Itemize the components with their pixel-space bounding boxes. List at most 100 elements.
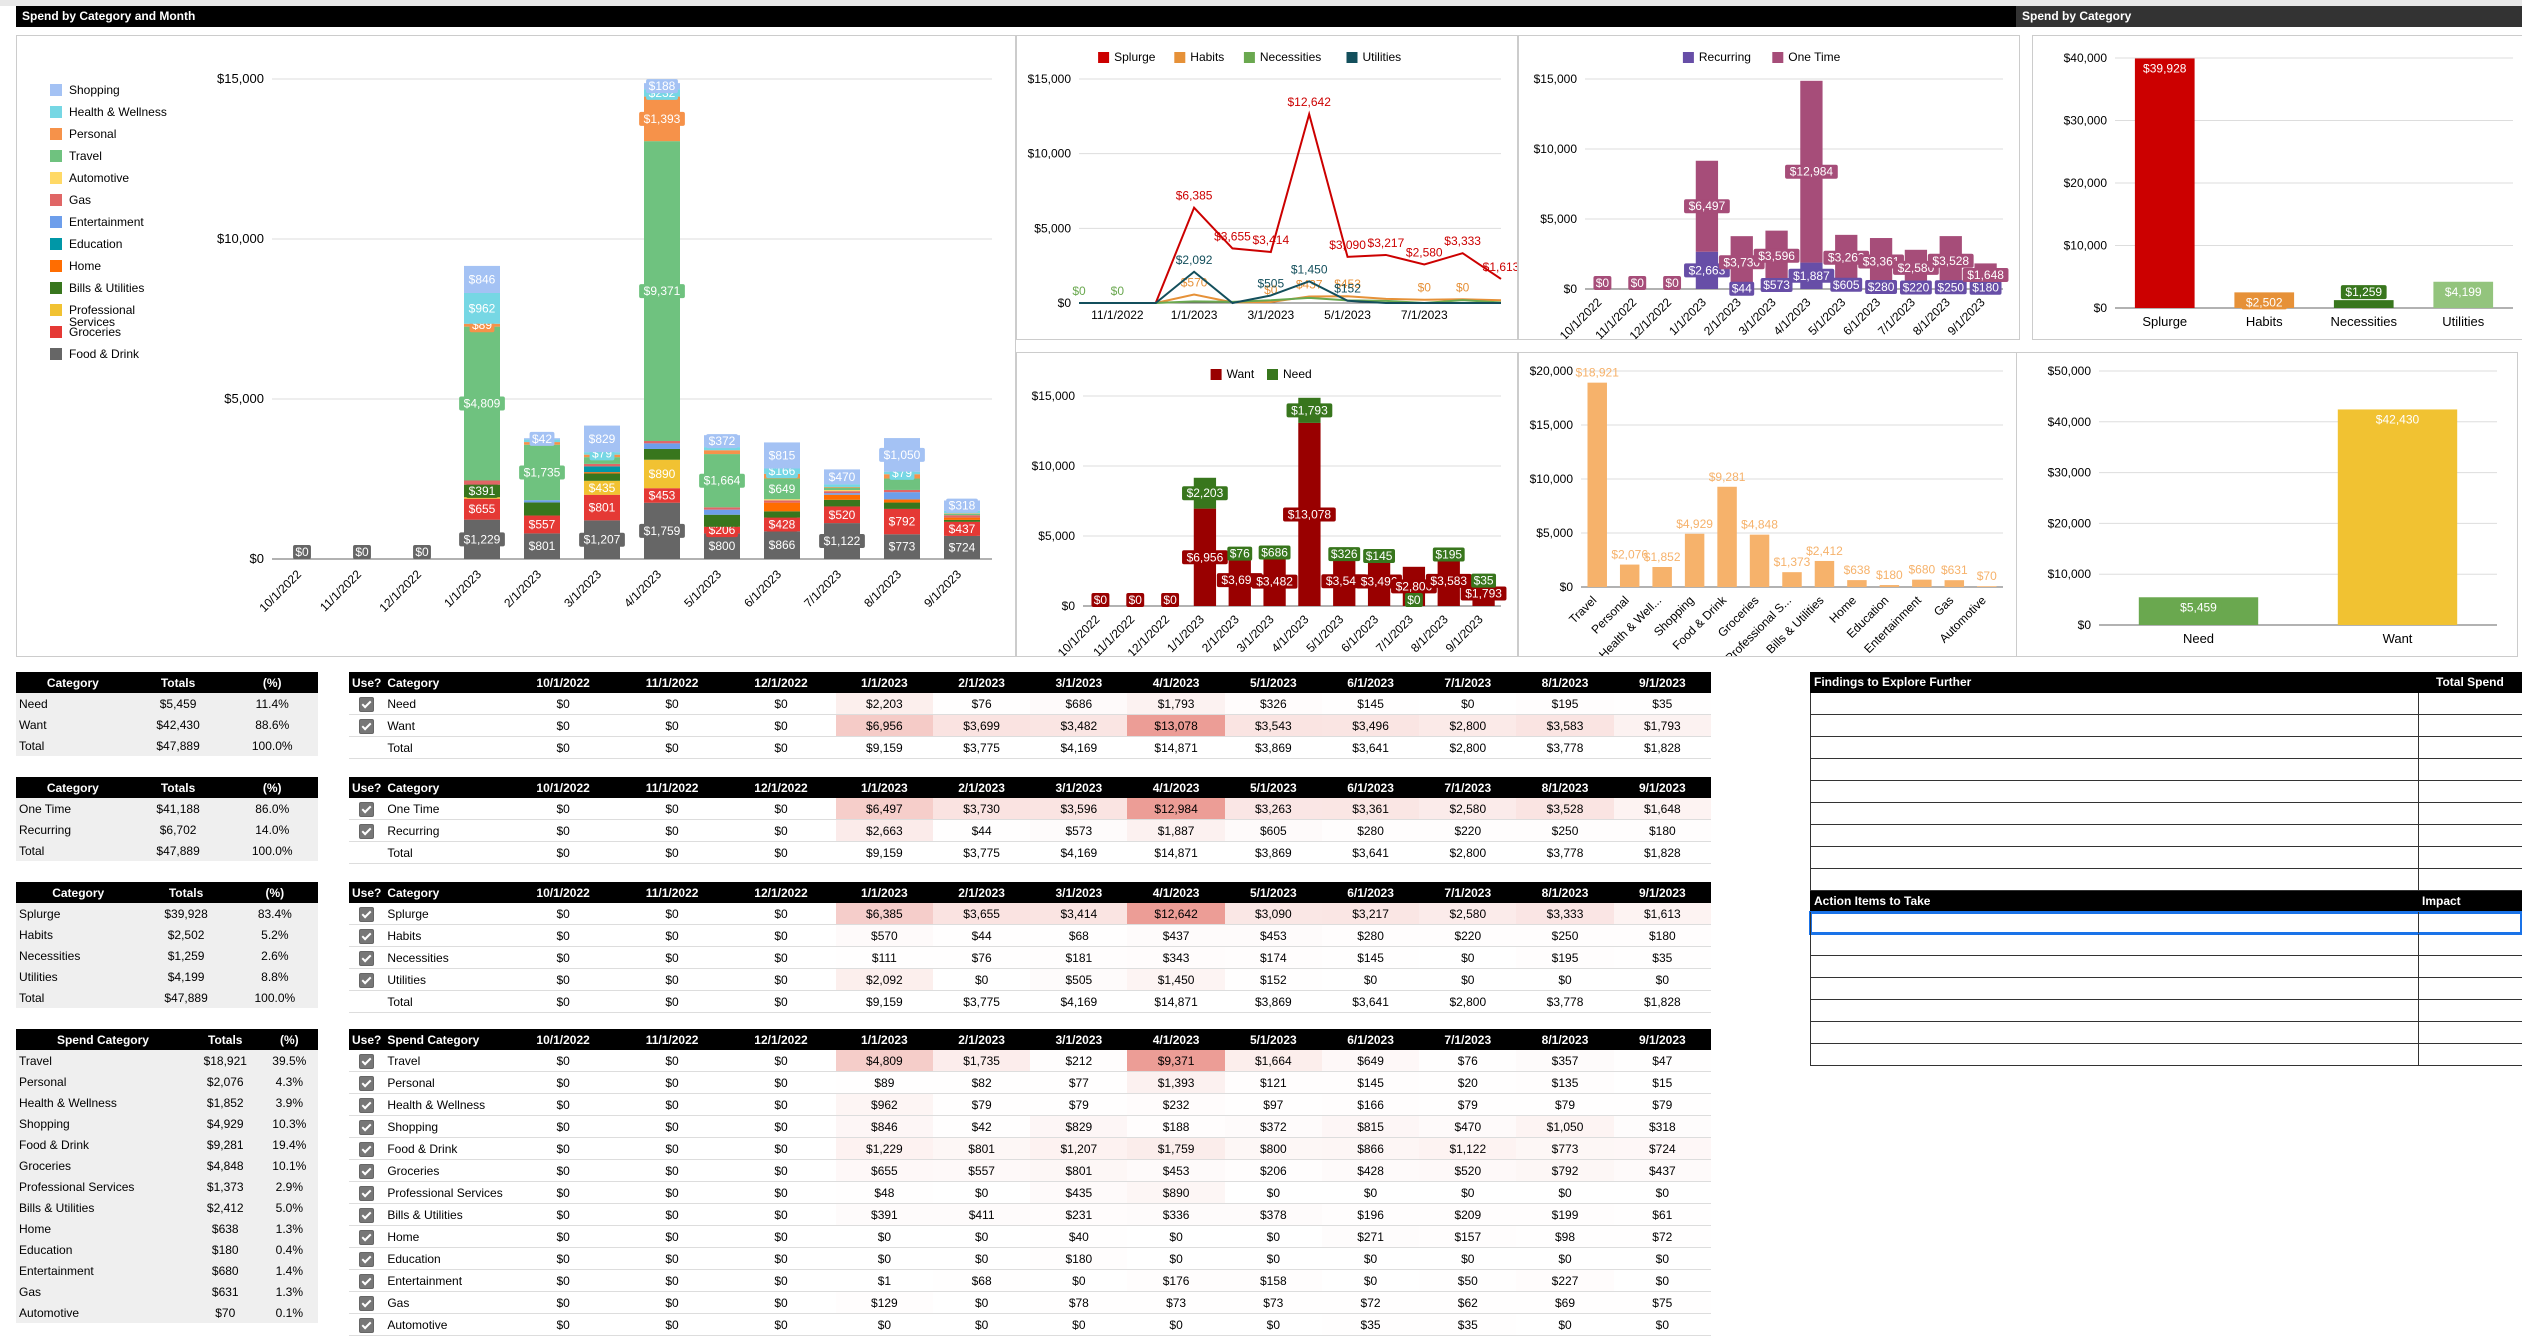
use-checkbox-cell[interactable] (349, 1050, 384, 1072)
total-cell: Total (16, 987, 140, 1008)
bar-segment (824, 493, 860, 495)
note-row[interactable] (1810, 1000, 2522, 1022)
checkbox[interactable] (359, 929, 374, 944)
note-row[interactable] (1810, 693, 2522, 715)
checkbox[interactable] (359, 1076, 374, 1091)
data-label: $391 (469, 484, 496, 498)
note-row[interactable] (1810, 715, 2522, 737)
checkbox[interactable] (359, 719, 374, 734)
checkbox[interactable] (359, 1142, 374, 1157)
use-checkbox-cell[interactable] (349, 820, 384, 842)
note-row[interactable] (1810, 869, 2522, 891)
checkbox[interactable] (359, 1164, 374, 1179)
use-checkbox-cell[interactable] (349, 969, 384, 991)
use-checkbox-cell[interactable] (349, 925, 384, 947)
category-chart-panel[interactable]: $0$5,000$10,000$15,000$20,000$18,921$2,0… (1518, 352, 2020, 657)
checkbox[interactable] (359, 697, 374, 712)
total-cell: $1,828 (1614, 737, 1711, 759)
checkbox[interactable] (359, 824, 374, 839)
use-checkbox-cell[interactable] (349, 1226, 384, 1248)
checkbox[interactable] (359, 973, 374, 988)
table-cell: $232 (1127, 1094, 1224, 1116)
checkbox[interactable] (359, 1208, 374, 1223)
legend-swatch (50, 216, 62, 228)
use-checkbox-cell[interactable] (349, 1270, 384, 1292)
findings-label: Findings to Explore Further (1810, 675, 1971, 689)
table-cell: $12,984 (1127, 798, 1224, 820)
use-checkbox-cell[interactable] (349, 1072, 384, 1094)
use-checkbox-cell[interactable] (349, 1094, 384, 1116)
table-row: Home$0$0$0$0$0$40$0$0$271$157$98$72 (349, 1226, 1711, 1248)
need-want-total-chart-panel[interactable]: $0$10,000$20,000$30,000$40,000$50,000$5,… (2016, 352, 2518, 657)
note-row[interactable] (1810, 847, 2522, 869)
total-cell: $14,871 (1127, 737, 1224, 759)
checkbox[interactable] (359, 1318, 374, 1333)
table-cell: $1,852 (190, 1092, 261, 1113)
table-cell: $0 (618, 925, 726, 947)
use-checkbox-cell[interactable] (349, 1292, 384, 1314)
use-checkbox-cell[interactable] (349, 1116, 384, 1138)
use-checkbox-cell[interactable] (349, 903, 384, 925)
need-want-chart-panel[interactable]: $0$5,000$10,000$15,000$0$0$0$6,956$3,699… (1016, 352, 1518, 657)
use-checkbox-cell[interactable] (349, 1204, 384, 1226)
table-cell: $570 (836, 925, 933, 947)
data-label: $0 (1407, 593, 1421, 607)
note-row[interactable] (1810, 825, 2522, 847)
checkbox[interactable] (359, 802, 374, 817)
note-row[interactable] (1810, 934, 2522, 956)
use-checkbox-cell[interactable] (349, 715, 384, 737)
use-checkbox-cell[interactable] (349, 947, 384, 969)
checkbox[interactable] (359, 1252, 374, 1267)
use-checkbox-cell[interactable] (349, 1248, 384, 1270)
checkbox[interactable] (359, 1120, 374, 1135)
column-header: Category (16, 882, 140, 903)
month-header: 1/1/2023 (836, 1029, 933, 1050)
table-cell: 10.1% (261, 1155, 318, 1176)
y-tick-label: $30,000 (2064, 114, 2108, 128)
use-checkbox-cell[interactable] (349, 1138, 384, 1160)
checkbox[interactable] (359, 1274, 374, 1289)
use-checkbox-cell[interactable] (349, 798, 384, 820)
note-row[interactable] (1810, 912, 2522, 934)
checkbox[interactable] (359, 951, 374, 966)
note-row[interactable] (1810, 1022, 2522, 1044)
total-cell: $0 (618, 991, 726, 1013)
total-cell: $3,641 (1322, 991, 1419, 1013)
note-row[interactable] (1810, 1044, 2522, 1066)
use-checkbox-cell[interactable] (349, 693, 384, 715)
recurring-chart-panel[interactable]: $0$5,000$10,000$15,000$2,663$44$573$1,88… (1518, 35, 2020, 340)
stacked-chart-panel[interactable]: $0$5,000$10,000$15,000$0$0$0$1,229$801$1… (16, 35, 1016, 657)
note-row[interactable] (1810, 781, 2522, 803)
table-cell: $135 (1516, 1072, 1613, 1094)
checkbox[interactable] (359, 1054, 374, 1069)
table-cell: $250 (1516, 925, 1613, 947)
note-row[interactable] (1810, 759, 2522, 781)
data-label: $0 (1596, 276, 1610, 290)
x-tick-label: 5/1/2023 (681, 567, 724, 610)
action-rows[interactable] (1810, 912, 2522, 1066)
use-checkbox-cell[interactable] (349, 1182, 384, 1204)
checkbox[interactable] (359, 1098, 374, 1113)
checkbox[interactable] (359, 907, 374, 922)
table-cell: $220 (1419, 820, 1516, 842)
checkbox[interactable] (359, 1186, 374, 1201)
blank-cell (349, 737, 384, 759)
line-chart-panel[interactable]: $0$5,000$10,000$15,000$6,385$3,655$3,414… (1016, 35, 1518, 340)
month-header: 9/1/2023 (1614, 1029, 1711, 1050)
note-row[interactable] (1810, 737, 2522, 759)
checkbox[interactable] (359, 1230, 374, 1245)
legend-label: Splurge (1114, 50, 1156, 64)
note-row[interactable] (1810, 956, 2522, 978)
use-checkbox-cell[interactable] (349, 1160, 384, 1182)
x-tick-label: 9/1/2023 (1443, 612, 1486, 655)
spend-category-chart-panel[interactable]: $0$10,000$20,000$30,000$40,000$39,928$2,… (2032, 35, 2522, 340)
checkbox[interactable] (359, 1296, 374, 1311)
x-tick-label: Habits (2246, 314, 2283, 329)
use-checkbox-cell[interactable] (349, 1314, 384, 1336)
findings-rows[interactable] (1810, 693, 2522, 891)
bar-segment (524, 500, 560, 502)
note-row[interactable] (1810, 803, 2522, 825)
y-tick-label: $0 (250, 551, 264, 566)
note-row[interactable] (1810, 978, 2522, 1000)
